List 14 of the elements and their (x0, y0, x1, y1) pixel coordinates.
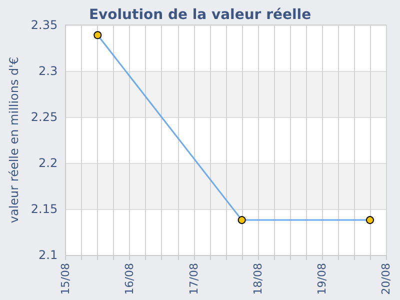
y-axis-title: valeur réelle en millions d'€ (7, 56, 21, 224)
y-tick-label: 2.35 (30, 18, 58, 32)
x-tick-label: 18/08 (251, 263, 264, 295)
x-tick-label: 15/08 (59, 263, 72, 295)
y-tick-label: 2.2 (38, 156, 58, 170)
y-tick-label: 2.3 (38, 64, 58, 78)
y-tick-label: 2.1 (38, 248, 58, 262)
y-tick-label: 2.25 (30, 110, 58, 124)
x-tick-label: 20/08 (380, 263, 392, 295)
x-tick-label: 19/08 (315, 263, 328, 295)
chart-title: Evolution de la valeur réelle (88, 7, 312, 23)
y-tick-label: 2.15 (30, 202, 58, 216)
x-tick-label: 17/08 (187, 263, 200, 295)
x-tick-label: 16/08 (123, 263, 136, 295)
